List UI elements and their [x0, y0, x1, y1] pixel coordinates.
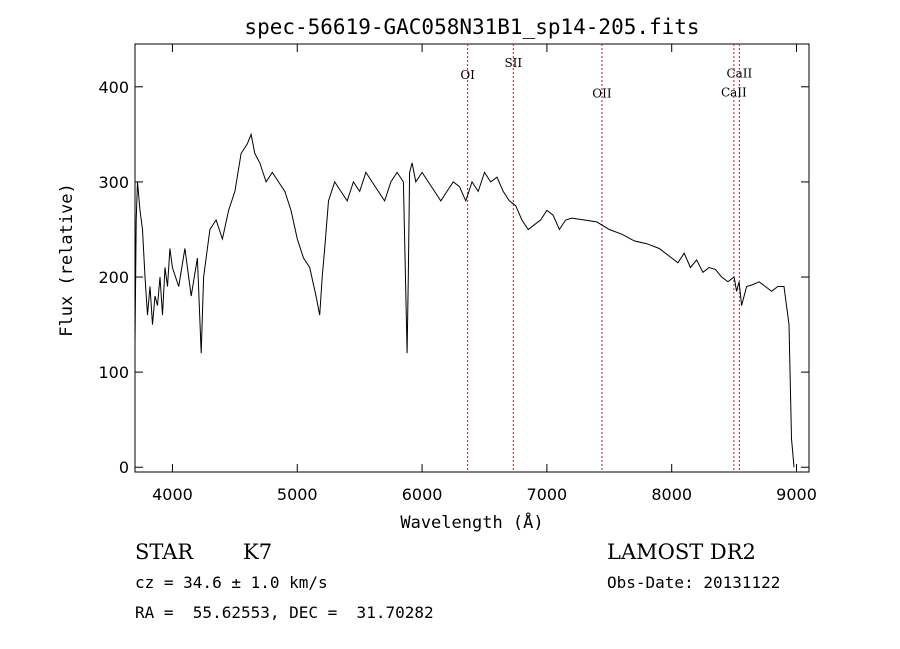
- x-tick-label: 6000: [402, 485, 443, 504]
- line-marker-label: OII: [592, 86, 612, 100]
- x-tick-label: 8000: [651, 485, 692, 504]
- line-markers: OI SII OII CaII CaII: [460, 44, 753, 472]
- x-tick-label: 4000: [152, 485, 193, 504]
- axis-ticks: 4000 5000 6000 7000 8000 9000 0 100 200 300 400: [98, 44, 817, 504]
- spectrum-chart: spec-56619-GAC058N31B1_sp14-205.fits OI S…: [57, 15, 817, 533]
- plot-frame: [134, 43, 810, 473]
- y-tick-label: 400: [98, 78, 129, 97]
- y-tick-label: 0: [119, 458, 129, 477]
- redshift-text: cz = 34.6 ± 1.0 km/s: [135, 573, 328, 592]
- coordinates-text: RA = 55.62553, DEC = 31.70282: [135, 603, 434, 622]
- y-axis-label: Flux (relative): [57, 183, 77, 337]
- line-marker-label: CaII: [726, 66, 752, 80]
- obs-date-text: Obs-Date: 20131122: [607, 573, 781, 592]
- object-subclass: K7: [243, 540, 273, 564]
- line-marker-label: SII: [504, 56, 522, 70]
- line-marker-label: OI: [460, 68, 475, 82]
- y-tick-label: 300: [98, 173, 129, 192]
- survey-label: LAMOST DR2: [607, 540, 756, 564]
- x-tick-label: 7000: [527, 485, 568, 504]
- y-tick-label: 200: [98, 268, 129, 287]
- spectrum-line: [134, 132, 795, 468]
- object-class: STAR: [135, 540, 194, 564]
- chart-title: spec-56619-GAC058N31B1_sp14-205.fits: [244, 15, 699, 39]
- x-tick-label: 5000: [277, 485, 318, 504]
- x-axis-label: Wavelength (Å): [400, 511, 543, 533]
- x-tick-label: 9000: [776, 485, 817, 504]
- line-marker-label: CaII: [721, 85, 747, 99]
- y-tick-label: 100: [98, 363, 129, 382]
